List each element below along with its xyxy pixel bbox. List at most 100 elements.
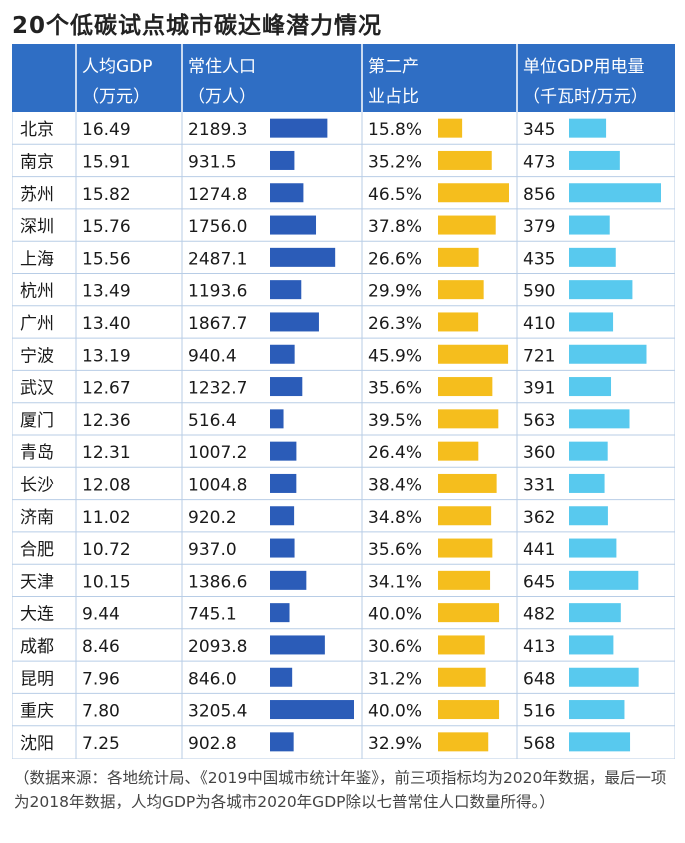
population-value: 1004.8 — [188, 475, 247, 495]
electricity-value: 441 — [523, 540, 555, 560]
secondary-share-value: 40.0% — [368, 702, 422, 722]
header-label-1-line2: （万元） — [82, 87, 150, 107]
secondary-share-value: 35.2% — [368, 152, 422, 172]
electricity-value: 360 — [523, 443, 555, 463]
gdp-per-capita-value: 7.96 — [82, 669, 120, 689]
electricity-bar — [569, 635, 614, 655]
secondary-share-value: 32.9% — [368, 734, 422, 754]
population-bar — [270, 280, 302, 300]
population-value: 1232.7 — [188, 379, 247, 399]
gdp-per-capita-value: 7.25 — [82, 734, 120, 754]
secondary-share-value: 46.5% — [368, 185, 422, 205]
population-bar — [270, 183, 304, 203]
electricity-bar — [569, 506, 608, 526]
gdp-per-capita-value: 12.67 — [82, 379, 131, 399]
gdp-per-capita-value: 15.76 — [82, 217, 131, 237]
header-background — [12, 44, 675, 112]
electricity-value: 413 — [523, 637, 555, 657]
secondary-share-value: 34.1% — [368, 572, 422, 592]
population-value: 1007.2 — [188, 443, 247, 463]
data-table: 人均GDP （万元） 常住人口 （万人） 第二产 业占比 单位GDP用电量 （千瓦时/万元） 北… — [12, 44, 675, 759]
electricity-bar — [569, 409, 630, 429]
city-name: 沈阳 — [20, 734, 54, 754]
secondary-share-bar — [438, 538, 493, 558]
table-background — [12, 44, 675, 759]
city-name: 北京 — [20, 120, 54, 140]
secondary-share-bar — [438, 603, 500, 623]
population-bar — [270, 377, 303, 397]
city-name: 苏州 — [20, 185, 54, 205]
population-value: 940.4 — [188, 346, 237, 366]
source-footnote: （数据来源：各地统计局、《2019中国城市统计年鉴》，前三项指标均为2020年数… — [14, 769, 667, 811]
secondary-share-bar — [438, 441, 479, 461]
header-label-4-line2: （千瓦时/万元） — [523, 87, 648, 107]
city-name: 杭州 — [20, 282, 54, 302]
gdp-per-capita-value: 11.02 — [82, 508, 131, 528]
city-name: 成都 — [20, 637, 54, 657]
secondary-share-value: 37.8% — [368, 217, 422, 237]
gdp-per-capita-value: 8.46 — [82, 637, 120, 657]
population-value: 1867.7 — [188, 314, 247, 334]
city-name: 长沙 — [20, 475, 54, 495]
population-value: 902.8 — [188, 734, 237, 754]
gdp-per-capita-value: 13.40 — [82, 314, 131, 334]
population-bar — [270, 506, 295, 526]
population-value: 516.4 — [188, 411, 237, 431]
population-value: 3205.4 — [188, 702, 247, 722]
secondary-share-bar — [438, 312, 479, 332]
electricity-bar — [569, 473, 605, 493]
city-name: 济南 — [20, 508, 54, 528]
electricity-bar — [569, 344, 647, 364]
electricity-value: 563 — [523, 411, 555, 431]
secondary-share-bar — [438, 215, 496, 235]
electricity-bar — [569, 667, 639, 687]
gdp-per-capita-value: 13.49 — [82, 282, 131, 302]
population-bar — [270, 635, 325, 655]
population-value: 931.5 — [188, 152, 237, 172]
chart-title: 20个低碳试点城市碳达峰潜力情况 — [12, 13, 383, 39]
electricity-bar — [569, 312, 614, 332]
population-bar — [270, 150, 295, 170]
secondary-share-bar — [438, 280, 484, 300]
electricity-bar — [569, 570, 639, 590]
electricity-value: 331 — [523, 475, 555, 495]
gdp-per-capita-value: 15.82 — [82, 185, 131, 205]
electricity-bar — [569, 441, 608, 461]
gdp-per-capita-value: 15.91 — [82, 152, 131, 172]
electricity-value: 645 — [523, 572, 555, 592]
electricity-value: 648 — [523, 669, 555, 689]
secondary-share-bar — [438, 118, 463, 138]
secondary-share-bar — [438, 635, 485, 655]
population-value: 2189.3 — [188, 120, 247, 140]
secondary-share-bar — [438, 409, 499, 429]
secondary-share-bar — [438, 732, 489, 752]
gdp-per-capita-value: 12.36 — [82, 411, 131, 431]
population-value: 2487.1 — [188, 249, 247, 269]
electricity-value: 568 — [523, 734, 555, 754]
secondary-share-value: 29.9% — [368, 282, 422, 302]
electricity-value: 435 — [523, 249, 555, 269]
gdp-per-capita-value: 12.08 — [82, 475, 131, 495]
secondary-share-value: 38.4% — [368, 475, 422, 495]
population-bar — [270, 667, 293, 687]
secondary-share-bar — [438, 700, 500, 720]
population-bar — [270, 538, 295, 558]
gdp-per-capita-value: 16.49 — [82, 120, 131, 140]
population-bar — [270, 409, 284, 429]
city-name: 深圳 — [20, 217, 54, 237]
secondary-share-bar — [438, 344, 509, 364]
population-bar — [270, 247, 336, 267]
secondary-share-bar — [438, 377, 493, 397]
secondary-share-bar — [438, 183, 509, 203]
header-label-2-line2: （万人） — [188, 87, 256, 107]
secondary-share-bar — [438, 247, 479, 267]
electricity-bar — [569, 700, 625, 720]
electricity-value: 362 — [523, 508, 555, 528]
electricity-bar — [569, 538, 617, 558]
population-bar — [270, 441, 297, 461]
population-bar — [270, 118, 328, 138]
population-value: 1756.0 — [188, 217, 247, 237]
population-bar — [270, 700, 354, 720]
header-label-1-line1: 人均GDP — [82, 57, 153, 77]
